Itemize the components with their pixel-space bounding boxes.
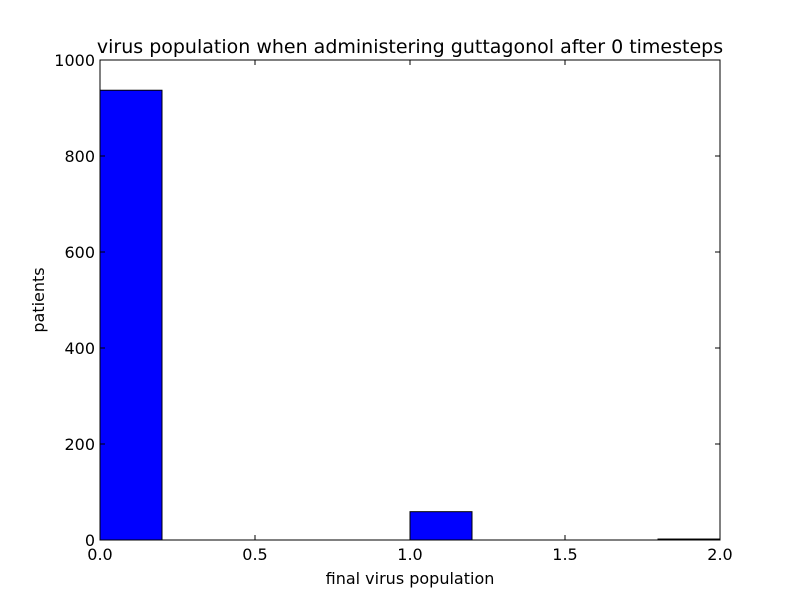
y-tick-label-5: 1000 [54,51,95,70]
y-axis-label: patients [29,267,48,332]
y-tick-label-2: 400 [64,339,95,358]
histogram-bar-0 [99,89,163,541]
y-tick-label-1: 200 [64,435,95,454]
x-tick-label-3: 1.5 [552,545,577,564]
y-tick-label-3: 600 [64,243,95,262]
ticks-group: 0.0 0.5 1.0 1.5 2.0 0 200 400 600 800 1000 [54,51,732,564]
x-tick-label-0: 0.0 [87,545,112,564]
x-axis-label: final virus population [326,569,495,588]
x-tick-label-1: 0.5 [242,545,267,564]
y-tick-label-4: 800 [64,147,95,166]
x-tick-label-4: 2.0 [707,545,732,564]
histogram-bar-1 [409,511,473,541]
plot-frame [99,59,721,541]
chart-title: virus population when administering gutt… [97,36,723,58]
x-tick-label-2: 1.0 [397,545,422,564]
y-tick-label-0: 0 [85,531,95,550]
